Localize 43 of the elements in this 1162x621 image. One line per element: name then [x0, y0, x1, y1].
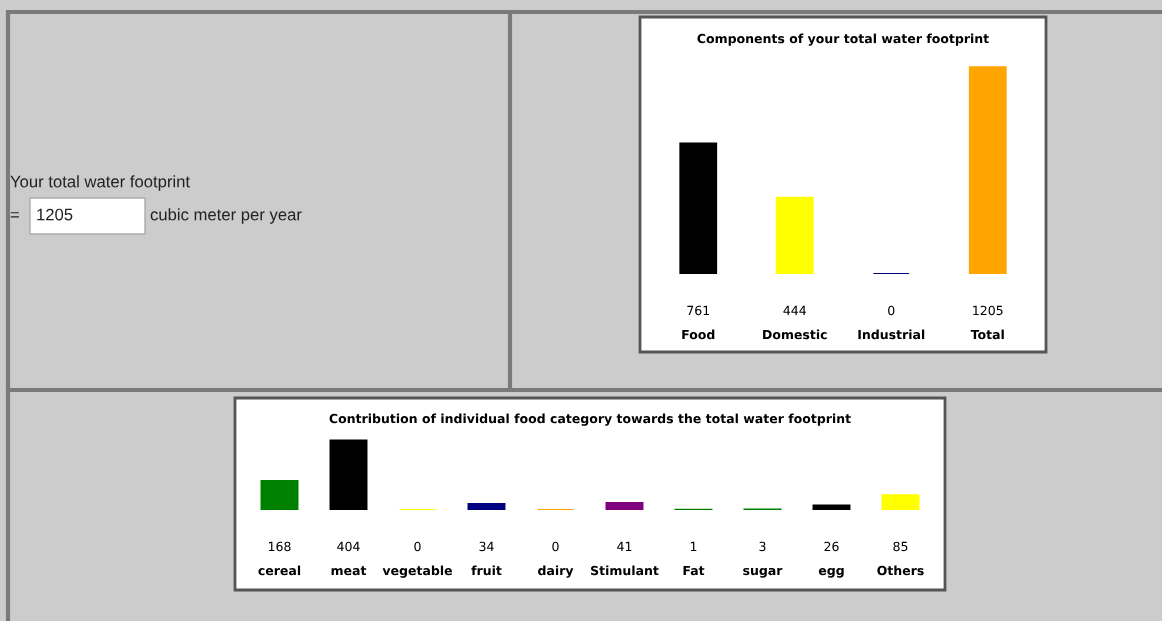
chart-title: Contribution of individual food category towards the total water footprint	[329, 413, 851, 426]
data-label: 3	[759, 541, 766, 552]
chart-title: Components of your total water footprint	[697, 33, 989, 46]
data-label: 168	[268, 541, 291, 552]
x-tick-label: Total	[970, 329, 1004, 340]
x-tick-label: Industrial	[858, 329, 925, 340]
text: 1205	[37, 208, 73, 221]
bar	[260, 480, 299, 510]
x-tick-label: Stimulant	[591, 565, 659, 576]
x-tick-label: dairy	[538, 565, 574, 578]
bar	[679, 142, 718, 274]
data-label: 0	[888, 305, 895, 316]
bar	[812, 504, 851, 510]
bar	[329, 439, 368, 510]
x-tick-label: vegetable	[382, 565, 452, 578]
data-label: 444	[783, 305, 806, 315]
text: =	[10, 212, 19, 218]
text: Your total water footprint	[10, 175, 190, 191]
data-label: 404	[337, 541, 360, 552]
data-label: 0	[414, 541, 421, 552]
x-tick-label: Others	[877, 565, 924, 576]
data-label: 0	[552, 541, 559, 552]
data-label: 85	[893, 541, 908, 552]
x-tick-label: egg	[818, 567, 844, 578]
data-label: 41	[617, 541, 632, 551]
x-tick-label: meat	[331, 566, 367, 576]
x-tick-label: sugar	[743, 567, 783, 578]
x-tick-label: cereal	[258, 565, 301, 576]
x-tick-label: Food	[682, 329, 715, 340]
data-label: 1	[690, 541, 697, 551]
data-label: 34	[479, 541, 494, 552]
bar	[605, 501, 644, 510]
data-label: 1205	[973, 305, 1003, 316]
text: cubic meter per year	[150, 208, 302, 224]
data-label: 761	[687, 305, 710, 316]
x-tick-label: Domestic	[763, 329, 827, 340]
bar	[467, 503, 506, 510]
data-label: 26	[824, 541, 839, 552]
x-tick-label: Fat	[683, 565, 705, 576]
x-tick-label: fruit	[471, 565, 502, 576]
bar	[775, 196, 814, 274]
bar	[881, 494, 920, 510]
bar	[968, 66, 1007, 274]
